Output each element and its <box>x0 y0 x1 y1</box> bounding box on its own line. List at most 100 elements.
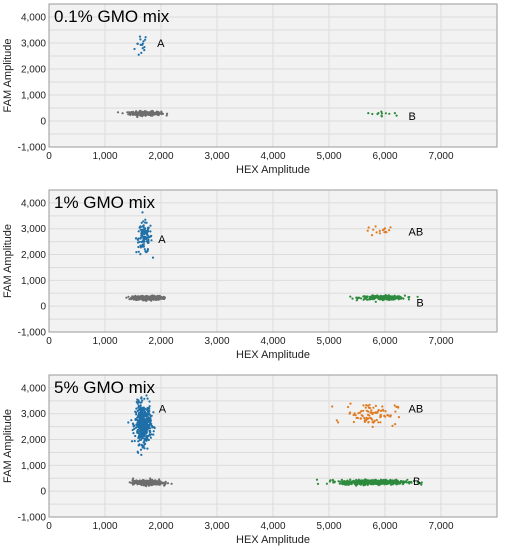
data-point-a <box>147 230 150 233</box>
data-point-negative <box>145 296 148 299</box>
data-point-b <box>371 112 374 116</box>
cluster-label-a: A <box>158 234 166 246</box>
data-point-a <box>146 406 149 410</box>
data-point-b <box>410 480 413 483</box>
data-point-a <box>136 42 139 45</box>
data-point-negative <box>136 115 139 119</box>
data-point-a <box>136 421 139 424</box>
data-point-a <box>137 413 140 416</box>
data-point-a <box>137 404 140 407</box>
data-point-ab <box>378 229 381 232</box>
data-point-negative <box>131 481 135 484</box>
data-point-a <box>139 236 142 239</box>
data-point-a <box>136 425 139 428</box>
data-point-a <box>142 40 145 43</box>
data-point-a <box>137 415 140 418</box>
data-point-b <box>416 295 419 298</box>
data-point-negative <box>130 298 133 301</box>
data-point-negative <box>116 111 120 114</box>
data-point-negative <box>141 112 144 115</box>
data-point-b <box>418 482 421 485</box>
data-point-a <box>146 248 149 251</box>
x-tick-label: 4,000 <box>260 151 285 162</box>
panel-title: 5% GMO mix <box>54 378 156 397</box>
data-point-a <box>136 402 139 405</box>
data-point-a <box>139 43 142 46</box>
x-tick-label: 2,000 <box>148 336 173 347</box>
data-point-a <box>147 438 150 442</box>
chart-panel-1: 0 1,000 2,000 3,000 4,000 5,000 6,000 7,000 -1,0… <box>2 3 498 176</box>
data-point-b <box>383 482 386 485</box>
data-point-a <box>144 218 147 221</box>
data-point-a <box>137 435 140 438</box>
data-point-a <box>142 413 145 416</box>
data-point-b <box>395 114 398 117</box>
data-point-b <box>328 480 331 483</box>
data-point-ab <box>375 231 378 234</box>
data-point-b <box>397 296 400 299</box>
data-point-a <box>150 234 153 237</box>
cluster-label-b: B <box>413 476 420 488</box>
data-point-ab <box>387 414 390 417</box>
data-point-a <box>148 407 151 410</box>
data-point-ab <box>397 416 400 419</box>
data-point-a <box>137 53 140 56</box>
data-point-negative <box>132 112 135 115</box>
data-point-b <box>380 114 383 117</box>
y-tick-label: 3,000 <box>21 39 46 50</box>
data-point-negative <box>165 114 168 117</box>
cluster-label-b: B <box>409 111 416 123</box>
data-point-a <box>146 234 149 237</box>
data-point-a <box>138 418 141 421</box>
data-point-negative <box>160 110 163 113</box>
data-point-b <box>379 478 382 481</box>
data-point-b <box>348 480 351 483</box>
data-point-negative <box>162 295 165 298</box>
data-point-a <box>146 447 149 450</box>
data-point-a <box>148 433 151 436</box>
data-point-a <box>149 230 152 233</box>
data-point-a <box>149 430 152 433</box>
data-point-b <box>352 481 355 484</box>
data-point-b <box>360 481 363 484</box>
data-point-negative <box>126 111 129 114</box>
data-point-negative <box>151 111 154 115</box>
data-point-a <box>139 404 142 407</box>
data-point-a <box>149 436 152 439</box>
data-point-a <box>133 424 136 427</box>
data-point-ab <box>359 417 362 420</box>
data-point-b <box>407 298 410 301</box>
data-point-negative <box>147 482 150 485</box>
data-point-a <box>133 439 136 443</box>
data-point-a <box>141 412 144 415</box>
data-point-negative <box>147 295 150 298</box>
data-point-a <box>136 238 139 241</box>
data-point-b <box>407 296 410 299</box>
data-point-ab <box>371 425 374 428</box>
data-point-ab <box>381 229 385 232</box>
y-tick-label: 1,000 <box>21 276 46 287</box>
data-point-ab <box>360 410 363 413</box>
data-point-ab <box>354 414 357 417</box>
y-tick-label: 4,000 <box>21 198 46 209</box>
data-point-negative <box>141 115 144 118</box>
data-point-b <box>395 296 398 299</box>
data-point-a <box>138 240 141 243</box>
data-point-ab <box>379 413 382 416</box>
data-point-negative <box>140 110 143 113</box>
data-point-b <box>405 480 408 483</box>
data-point-a <box>145 394 148 397</box>
data-point-b <box>365 295 369 298</box>
data-point-a <box>133 47 136 51</box>
data-point-a <box>135 413 138 416</box>
y-tick-label: 1,000 <box>21 91 46 102</box>
data-point-ab <box>356 416 359 420</box>
cluster-label-a: A <box>157 38 165 50</box>
data-point-ab <box>377 410 380 413</box>
data-point-negative <box>128 298 131 301</box>
data-point-ab <box>374 411 378 414</box>
data-point-a <box>144 38 147 41</box>
data-point-b <box>325 482 328 485</box>
data-point-a <box>137 451 140 454</box>
data-point-b <box>399 480 402 483</box>
